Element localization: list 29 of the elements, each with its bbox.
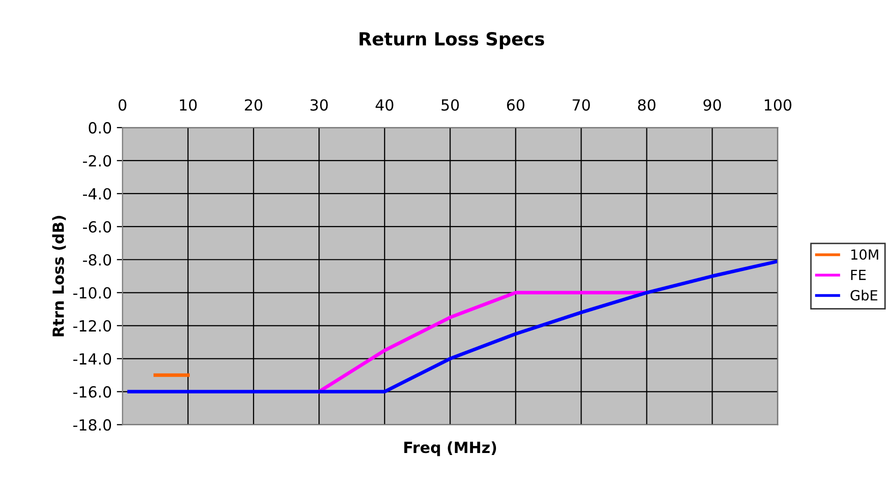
x-axis-title: Freq (MHz) bbox=[404, 441, 496, 456]
legend-label: GbE bbox=[850, 290, 878, 301]
y-tick-label: 0.0 bbox=[88, 122, 112, 134]
x-tick-label: 100 bbox=[764, 99, 792, 111]
y-tick-label: -14.0 bbox=[73, 353, 112, 365]
x-tick-label: 20 bbox=[244, 99, 262, 111]
y-tick-label: -6.0 bbox=[83, 221, 112, 233]
x-tick-label: 30 bbox=[310, 99, 328, 111]
line-series bbox=[317, 290, 648, 394]
y-tick-label: -2.0 bbox=[83, 155, 112, 167]
y-tick-label: -16.0 bbox=[73, 386, 112, 398]
legend-label: 10M bbox=[851, 249, 878, 260]
y-axis-title: Rtrn Loss (dB) bbox=[52, 216, 66, 336]
x-tick-label: 60 bbox=[507, 99, 524, 111]
x-tick-label: 40 bbox=[376, 99, 394, 111]
y-tick-label: -10.0 bbox=[73, 287, 112, 299]
x-tick-label: 50 bbox=[442, 99, 459, 111]
x-tick-label: 10 bbox=[180, 99, 197, 111]
y-tick-label: -18.0 bbox=[73, 419, 112, 431]
chart-title: Return Loss Specs bbox=[360, 32, 544, 50]
x-tick-label: 80 bbox=[638, 99, 656, 111]
y-tick-label: -8.0 bbox=[83, 254, 112, 266]
x-tick-label: 0 bbox=[118, 99, 126, 111]
x-tick-label: 70 bbox=[572, 99, 590, 111]
y-tick-label: -12.0 bbox=[73, 320, 112, 332]
legend-label: FE bbox=[851, 270, 866, 280]
line-series bbox=[127, 260, 778, 394]
y-tick-label: -4.0 bbox=[83, 188, 112, 200]
x-tick-label: 90 bbox=[703, 99, 721, 111]
